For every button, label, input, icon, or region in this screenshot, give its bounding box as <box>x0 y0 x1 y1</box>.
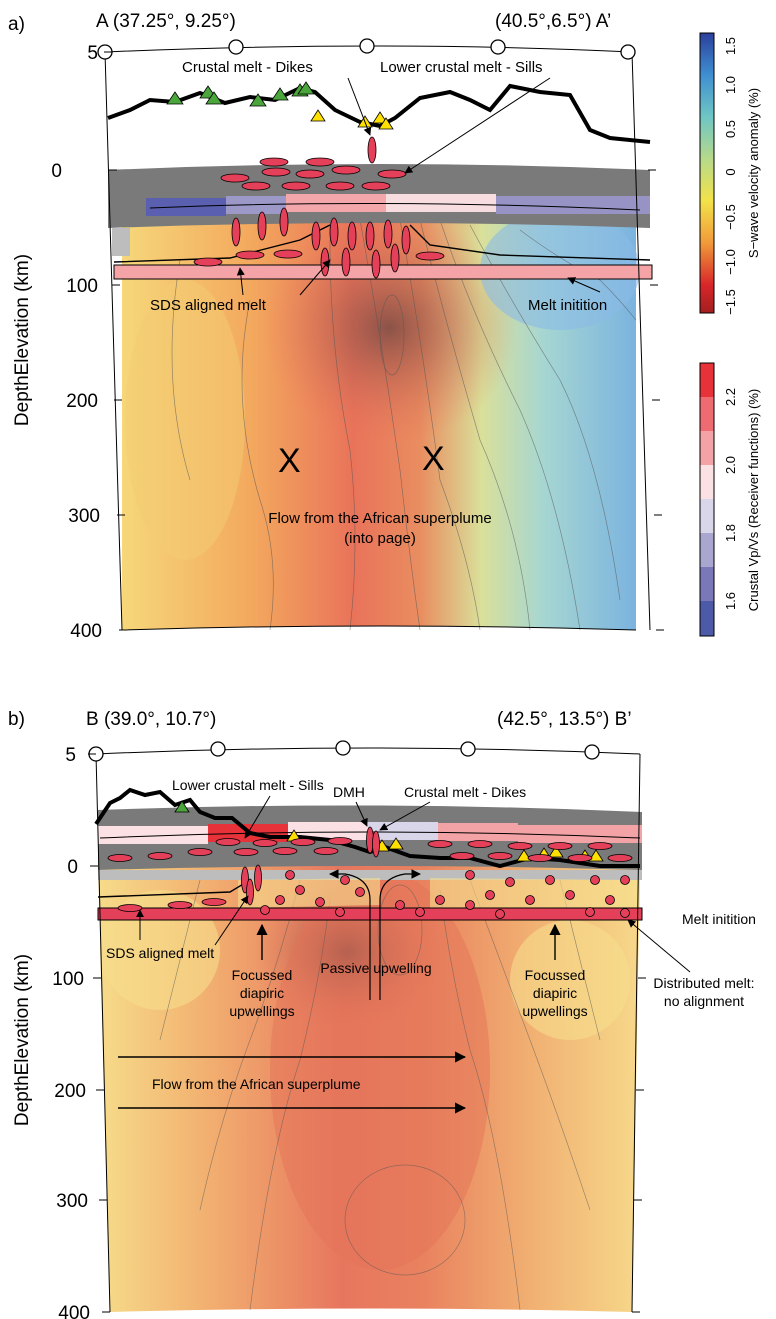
annotation-crustal-dikes-a: Crustal melt - Dikes <box>182 59 313 76</box>
y-tick-a: 200 <box>66 391 98 412</box>
annotation-crustal-dikes-b: Crustal melt - Dikes <box>404 784 526 800</box>
y-tick-a: 400 <box>70 621 102 642</box>
y-axis-label-b: DepthElevation (km) <box>12 954 33 1126</box>
y-axis-b: 5 0 100 200 300 400 DepthElevation (km) <box>12 745 646 1319</box>
annotation-focussed-left-2: diapiric <box>240 985 284 1001</box>
annotation-lower-sills-a: Lower crustal melt - Sills <box>380 59 543 76</box>
annotation-melt-init-b: Melt initition <box>682 911 756 927</box>
cb-vpvs-tick: 1.6 <box>723 592 738 610</box>
cb-vs-tick: −1.0 <box>723 249 738 275</box>
y-tick-a: 0 <box>51 161 62 182</box>
topography-b <box>94 787 640 869</box>
annotation-sds-a: SDS aligned melt <box>150 297 267 314</box>
y-tick-a: 100 <box>66 276 98 297</box>
colorbar-vpvs: 2.2 2.0 1.8 1.6 Crustal Vp/Vs (Receiver … <box>699 362 761 637</box>
panel-a: a) A (37.25°, 9.25°) (40.5°,6.5°) A’ <box>8 11 664 642</box>
distributed-melt-b <box>260 870 630 919</box>
annotation-focussed-right-2: diapiric <box>533 985 577 1001</box>
annotation-passive-b: Passive upwelling <box>320 960 431 976</box>
y-tick-a: 5 <box>87 43 98 64</box>
sds-melt-a <box>231 136 411 279</box>
annotation-focussed-left-1: Focussed <box>232 967 293 983</box>
sills-b <box>107 837 633 912</box>
annotation-distributed-2: no alignment <box>664 993 744 1009</box>
y-tick-b: 100 <box>52 969 84 990</box>
melt-initiation-band-a <box>113 264 653 280</box>
contours-b <box>159 879 601 1311</box>
annotation-focussed-right-3: upwellings <box>522 1003 587 1019</box>
cb-vpvs-label: Crustal Vp/Vs (Receiver functions) (%) <box>746 389 761 612</box>
cb-vs-tick: −1.5 <box>723 289 738 315</box>
annotation-focussed-right-1: Focussed <box>525 967 586 983</box>
panel-a-start-label: A (37.25°, 9.25°) <box>96 11 236 32</box>
volcano-green-b <box>174 800 190 813</box>
y-axis-label-a: DepthElevation (km) <box>12 254 33 426</box>
dikes-b <box>241 826 380 906</box>
annotation-distributed-1: Distributed melt: <box>653 975 754 991</box>
cb-vs-label: S−wave velocity anomaly (%) <box>746 88 761 258</box>
colorbar-vs: 1.5 1.0 0.5 0 −0.5 −1.0 −1.5 S−wave velo… <box>699 32 761 315</box>
cb-vs-tick: −0.5 <box>723 204 738 230</box>
annotation-x2-a: X <box>422 440 445 478</box>
cb-vpvs-tick: 2.2 <box>723 388 738 406</box>
panel-b: b) B (39.0°, 10.7°) (42.5°, 13.5°) B’ <box>8 709 756 1319</box>
y-tick-b: 5 <box>65 745 76 766</box>
y-tick-b: 200 <box>54 1081 86 1102</box>
y-axis-a: 5 0 100 200 300 400 DepthElevation (km) <box>12 43 664 642</box>
cb-vpvs-tick: 1.8 <box>723 524 738 542</box>
y-tick-a: 300 <box>68 506 100 527</box>
cb-vpvs-tick: 2.0 <box>723 456 738 474</box>
annotation-flow-b: Flow from the African superplume <box>152 1076 361 1092</box>
annotation-sds-b: SDS aligned melt <box>106 945 214 961</box>
panel-a-end-label: (40.5°,6.5°) A’ <box>495 11 611 32</box>
annotation-focussed-left-3: upwellings <box>229 1003 294 1019</box>
y-tick-b: 0 <box>67 857 78 878</box>
annotation-lower-sills-b: Lower crustal melt - Sills <box>172 777 324 793</box>
cb-vs-tick: 0 <box>723 168 738 175</box>
y-tick-b: 300 <box>56 1191 88 1212</box>
annotation-x1-a: X <box>278 442 301 480</box>
cb-vs-tick: 1.0 <box>723 76 738 94</box>
passive-upwelling-arrows <box>329 869 421 1000</box>
panel-b-start-label: B (39.0°, 10.7°) <box>86 709 216 730</box>
panel-b-end-label: (42.5°, 13.5°) B’ <box>497 709 632 730</box>
annotation-flow-a-1: Flow from the African superplume <box>268 510 491 527</box>
volcano-green-a <box>166 81 315 107</box>
annotation-melt-init-a: Melt initition <box>528 297 607 314</box>
panel-b-label: b) <box>8 709 25 730</box>
panel-a-label: a) <box>8 14 25 35</box>
annotation-flow-a-2: (into page) <box>344 530 416 547</box>
cb-vs-tick: 0.5 <box>723 120 738 138</box>
y-tick-b: 400 <box>58 1303 90 1319</box>
sills-a <box>193 157 445 267</box>
annotation-dmh-b: DMH <box>333 784 365 800</box>
cb-vs-tick: 1.5 <box>723 37 738 55</box>
